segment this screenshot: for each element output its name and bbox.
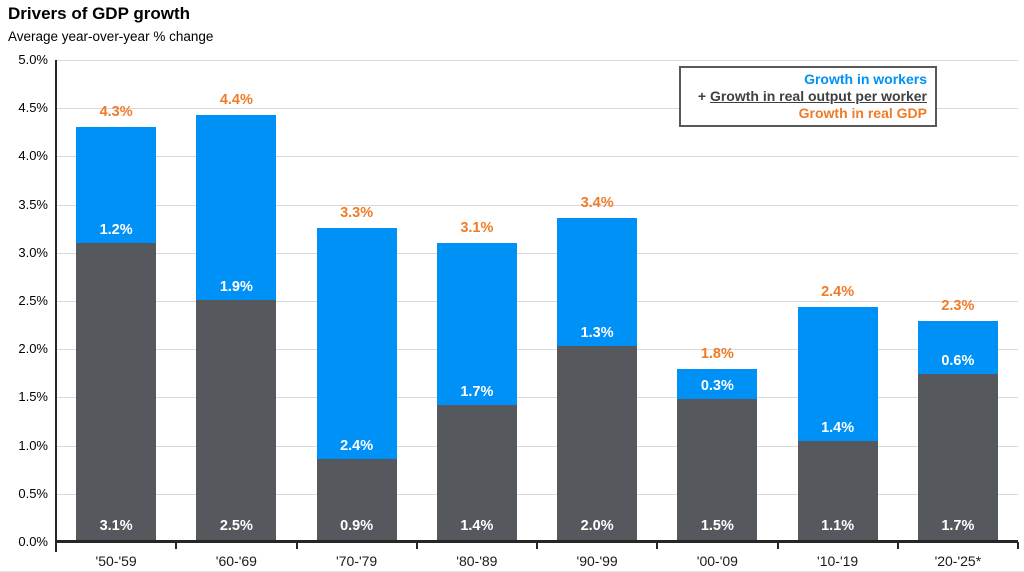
output-per-worker-value-label: 0.9%	[340, 518, 374, 534]
y-axis-tick-label: 2.5%	[18, 293, 48, 308]
workers-value-label: 1.2%	[99, 222, 133, 239]
legend-item-label: Growth in real GDP	[798, 105, 927, 121]
legend-item: + Growth in real output per worker	[685, 88, 927, 105]
real-gdp-total-label: 3.4%	[580, 195, 614, 212]
gridline	[56, 156, 1018, 158]
output-per-worker-value-label: 1.5%	[700, 518, 734, 534]
x-axis-tick	[536, 542, 538, 549]
gridline	[56, 445, 1018, 447]
real-gdp-total-label: 1.8%	[700, 346, 734, 363]
workers-value-label: 1.3%	[580, 325, 614, 342]
x-axis-tick	[896, 542, 899, 549]
legend-item: Growth in workers	[685, 71, 927, 88]
bar-segment-workers	[196, 114, 277, 301]
bar-segment-workers	[797, 306, 878, 441]
workers-value-label: 0.6%	[941, 353, 975, 370]
real-gdp-total-label: 4.3%	[99, 104, 133, 121]
legend-item-label: Growth in real output per worker	[709, 88, 927, 104]
x-axis-tick	[1017, 542, 1019, 549]
legend-plus-prefix: +	[697, 88, 710, 104]
output-per-worker-value-label: 1.1%	[821, 518, 855, 534]
gridline	[56, 397, 1018, 399]
bar-segment-output-per-worker	[316, 459, 397, 542]
x-axis-category-label: '50-'59	[95, 553, 137, 569]
real-gdp-total-label: 2.3%	[941, 298, 975, 315]
bar-segment-workers	[316, 227, 397, 460]
legend: Growth in workers + Growth in real output…	[679, 66, 937, 127]
workers-value-label: 1.9%	[219, 279, 253, 296]
output-per-worker-value-label: 2.0%	[580, 518, 614, 534]
y-axis-tick-label: 4.0%	[18, 148, 48, 164]
gridline	[56, 252, 1018, 254]
y-axis-tick-label: 5.0%	[18, 52, 48, 67]
output-per-worker-value-label: 3.1%	[99, 518, 133, 534]
y-axis-tick-label: 2.0%	[18, 341, 48, 357]
workers-value-label: 1.7%	[460, 384, 494, 401]
x-axis-category-label: '10-'19	[817, 553, 859, 569]
output-per-worker-value-label: 1.4%	[460, 518, 494, 534]
workers-value-label: 1.4%	[821, 419, 855, 436]
x-axis-category-label: '60-'69	[215, 553, 257, 569]
workers-value-label: 0.3%	[700, 378, 734, 395]
bar-segment-output-per-worker	[436, 405, 517, 542]
bar-segment-workers	[436, 243, 517, 406]
bar-segment-output-per-worker	[76, 243, 157, 542]
bar-segment-output-per-worker	[196, 300, 277, 542]
real-gdp-total-label: 2.4%	[821, 283, 855, 300]
real-gdp-total-label: 3.1%	[460, 220, 494, 237]
x-axis-category-label: '00-'09	[696, 553, 738, 569]
y-axis-tick-label: 4.5%	[18, 100, 48, 116]
bar-segment-workers	[76, 127, 157, 244]
bar-segment-output-per-worker	[797, 440, 878, 542]
x-axis-category-label: '80-'89	[456, 553, 498, 569]
bar-segment-workers	[557, 218, 638, 347]
x-axis-category-label: '90-'99	[576, 553, 618, 569]
real-gdp-total-label: 4.4%	[219, 91, 253, 108]
x-axis-tick	[415, 542, 418, 549]
chart-title: Drivers of GDP growth	[8, 4, 190, 23]
legend-item-label: Growth in workers	[804, 71, 927, 87]
gridline	[56, 60, 1018, 61]
bar-segment-output-per-worker	[557, 346, 638, 542]
gridline	[56, 493, 1018, 495]
real-gdp-total-label: 3.3%	[340, 204, 374, 221]
y-axis-tick-label: 1.0%	[18, 437, 48, 453]
y-axis-tick-label: 3.5%	[18, 196, 48, 212]
y-axis-tick-label: 3.0%	[18, 244, 48, 260]
gridline	[56, 349, 1018, 351]
gridline	[56, 204, 1018, 206]
workers-value-label: 2.4%	[340, 438, 374, 455]
y-axis-tick-label: 1.5%	[18, 389, 48, 405]
bar-segment-output-per-worker	[917, 374, 998, 542]
x-axis-tick	[175, 542, 178, 549]
x-axis-tick	[776, 542, 779, 549]
x-axis-category-label: '20-'25*	[934, 553, 982, 569]
y-axis-tick-label: 0.0%	[18, 534, 48, 549]
y-axis-tick-label: 0.5%	[18, 485, 48, 501]
output-per-worker-value-label: 1.7%	[941, 518, 975, 534]
bar-segment-workers	[677, 369, 758, 400]
y-axis	[55, 60, 57, 552]
legend-item: Growth in real GDP	[685, 105, 927, 122]
x-axis-tick	[295, 542, 298, 549]
chart-subtitle: Average year-over-year % change	[8, 29, 214, 44]
x-axis-tick	[656, 542, 659, 549]
gridline	[56, 108, 1018, 110]
gridline	[56, 301, 1018, 302]
bar-segment-output-per-worker	[677, 399, 758, 542]
x-axis-category-label: '70-'79	[336, 553, 378, 569]
x-axis	[55, 540, 1018, 543]
bar-segment-workers	[917, 321, 998, 375]
output-per-worker-value-label: 2.5%	[219, 518, 253, 534]
